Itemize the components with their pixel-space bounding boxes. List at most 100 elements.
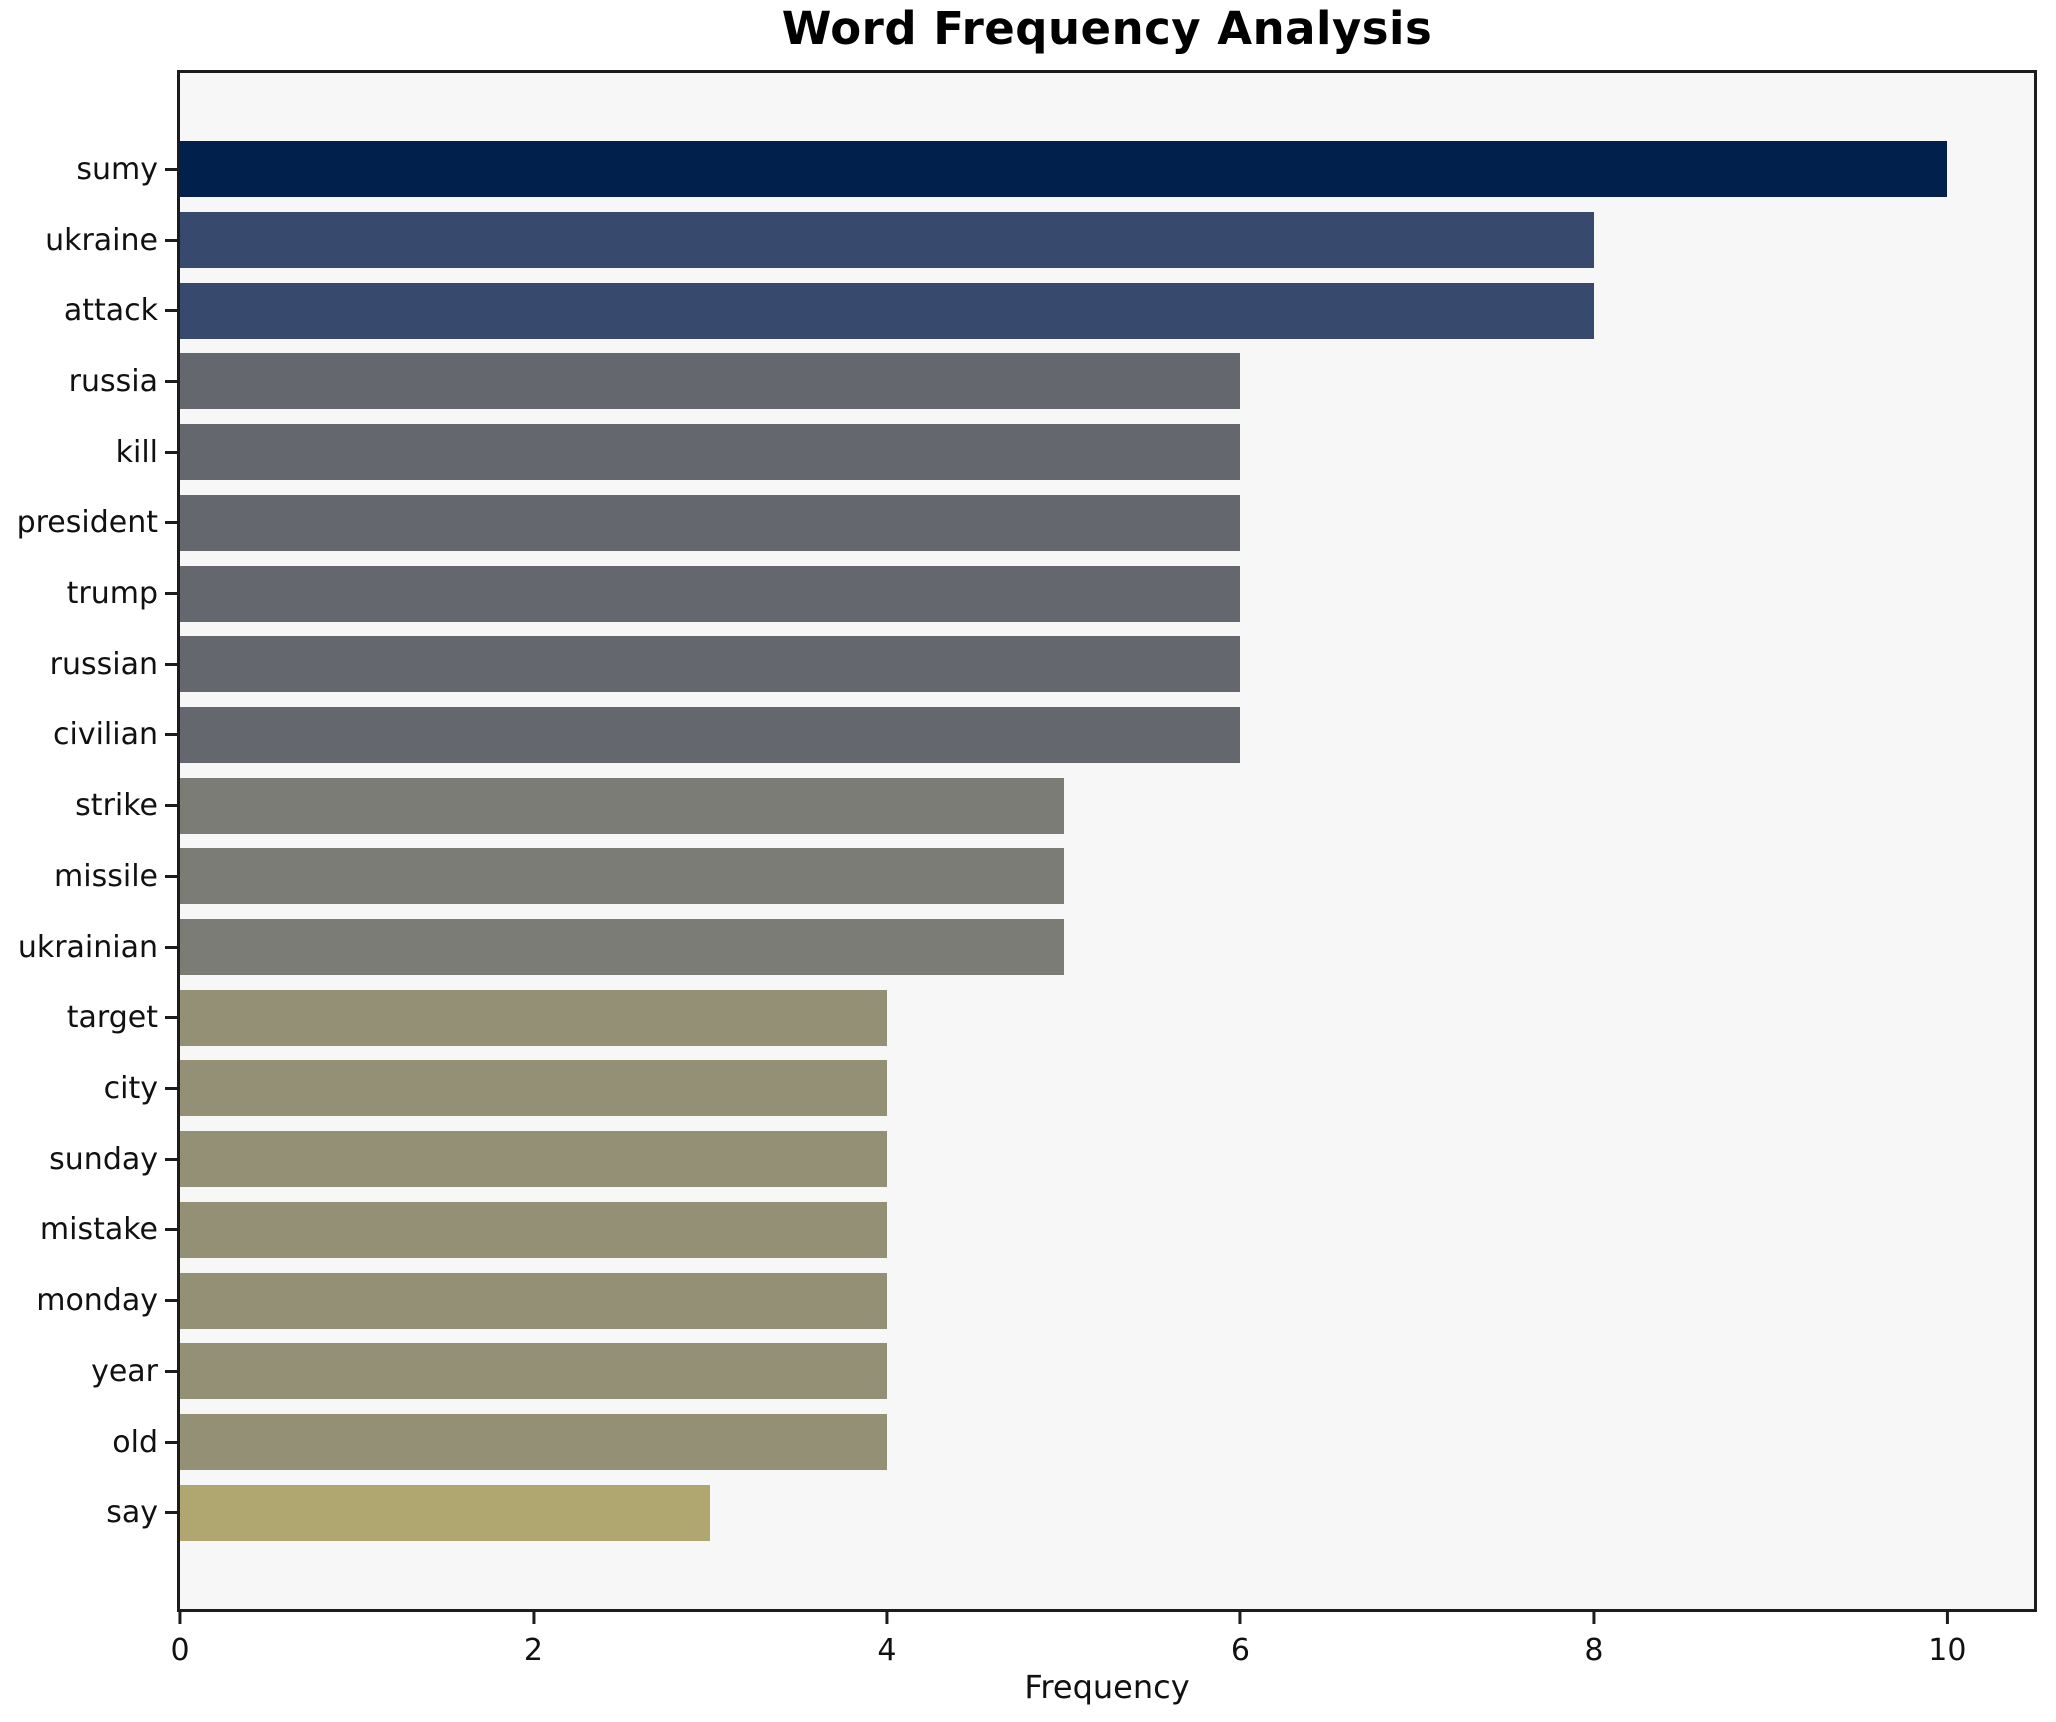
x-axis-title: Frequency [1024, 1668, 1190, 1706]
bar-row-missile [180, 841, 2034, 912]
bar-row-mistake [180, 1195, 2034, 1266]
bar-row-monday [180, 1265, 2034, 1336]
y-tick-mark [165, 1511, 177, 1515]
y-label-row-attack: attack [0, 275, 177, 346]
bar-ukraine [180, 212, 1594, 269]
y-label-row-target: target [0, 982, 177, 1053]
y-tick-mark [165, 1299, 177, 1303]
x-tick-4: 4 [877, 1612, 897, 1668]
bar-attack [180, 282, 1594, 339]
x-tick-label-0: 0 [170, 1633, 190, 1668]
bars [180, 73, 2034, 1609]
x-tick-label-8: 8 [1584, 1633, 1604, 1668]
y-label-trump: trump [66, 576, 158, 612]
y-label-row-missile: missile [0, 841, 177, 912]
y-tick-mark [165, 662, 177, 666]
bar-row-civilian [180, 700, 2034, 771]
bar-say [180, 1484, 711, 1541]
bar-row-old [180, 1407, 2034, 1478]
y-tick-mark [165, 167, 177, 171]
y-label-row-monday: monday [0, 1265, 177, 1336]
y-label-say: say [106, 1495, 158, 1531]
y-tick-mark [165, 1228, 177, 1232]
y-axis-labels: sumy ukraine attack russia kill president trum… [0, 73, 177, 1609]
y-label-old: old [112, 1424, 158, 1460]
x-tick-label-2: 2 [523, 1633, 544, 1668]
y-label-row-civilian: civilian [0, 700, 177, 771]
y-label-row-trump: trump [0, 558, 177, 629]
y-label-row-ukrainian: ukrainian [0, 912, 177, 983]
y-tick-mark [165, 733, 177, 737]
y-tick-mark [165, 1086, 177, 1090]
bar-row-trump [180, 558, 2034, 629]
y-label-president: president [16, 505, 158, 541]
bar-row-sunday [180, 1124, 2034, 1195]
x-tick-2: 2 [524, 1612, 543, 1668]
y-tick-mark [165, 309, 177, 313]
chart-title: Word Frequency Analysis [781, 2, 1433, 55]
y-label-kill: kill [115, 434, 158, 470]
y-tick-mark [165, 804, 177, 808]
bar-city [180, 1060, 887, 1117]
y-label-ukrainian: ukrainian [17, 929, 158, 965]
y-tick-mark [165, 874, 177, 878]
y-label-row-strike: strike [0, 770, 177, 841]
y-tick-mark [165, 521, 177, 525]
x-tick-mark [178, 1612, 182, 1624]
y-label-russia: russia [68, 363, 158, 399]
bar-row-ukrainian [180, 912, 2034, 983]
y-label-row-ukraine: ukraine [0, 205, 177, 276]
y-tick-mark [165, 592, 177, 596]
bar-mistake [180, 1201, 887, 1258]
x-tick-mark [531, 1612, 535, 1624]
x-tick-10: 10 [1928, 1612, 1966, 1668]
x-tick-label-10: 10 [1928, 1633, 1967, 1668]
bar-row-attack [180, 275, 2034, 346]
y-label-attack: attack [63, 293, 158, 329]
x-tick-label-4: 4 [877, 1633, 897, 1668]
y-tick-mark [165, 379, 177, 383]
x-axis: 0 2 4 6 8 10 [170, 1612, 2034, 1682]
y-label-city: city [103, 1070, 158, 1106]
y-label-russian: russian [49, 646, 158, 682]
y-label-row-year: year [0, 1336, 177, 1407]
y-label-row-say: say [0, 1477, 177, 1548]
y-tick-mark [165, 1157, 177, 1161]
y-label-ukraine: ukraine [45, 222, 158, 258]
bar-kill [180, 424, 1241, 481]
bar-old [180, 1414, 887, 1470]
bar-target [180, 989, 887, 1046]
y-tick-mark [165, 1440, 177, 1444]
bar-row-say [180, 1477, 2034, 1548]
y-label-sumy: sumy [76, 151, 158, 187]
y-label-sunday: sunday [49, 1141, 158, 1177]
bar-strike [180, 777, 1064, 834]
bar-row-target [180, 982, 2034, 1053]
bar-russia [180, 353, 1241, 410]
x-tick-label-6: 6 [1230, 1633, 1250, 1668]
y-tick-mark [165, 238, 177, 242]
y-tick-mark [165, 1016, 177, 1020]
x-tick-mark [885, 1612, 889, 1624]
y-label-civilian: civilian [53, 717, 158, 753]
y-tick-mark [165, 1369, 177, 1373]
bar-row-ukraine [180, 205, 2034, 276]
plot-area [177, 70, 2037, 1612]
bar-president [180, 494, 1241, 551]
y-label-row-sumy: sumy [0, 134, 177, 205]
bar-row-russia [180, 346, 2034, 417]
y-label-missile: missile [54, 858, 158, 894]
x-tick-8: 8 [1584, 1612, 1603, 1668]
y-label-row-kill: kill [0, 417, 177, 488]
x-tick-mark [1592, 1612, 1596, 1624]
bar-row-city [180, 1053, 2034, 1124]
y-label-row-city: city [0, 1053, 177, 1124]
y-label-row-russian: russian [0, 629, 177, 700]
y-label-row-russia: russia [0, 346, 177, 417]
bar-trump [180, 565, 1241, 622]
y-tick-mark [165, 450, 177, 454]
x-tick-6: 6 [1231, 1612, 1250, 1668]
y-label-monday: monday [36, 1283, 158, 1319]
y-label-row-sunday: sunday [0, 1124, 177, 1195]
